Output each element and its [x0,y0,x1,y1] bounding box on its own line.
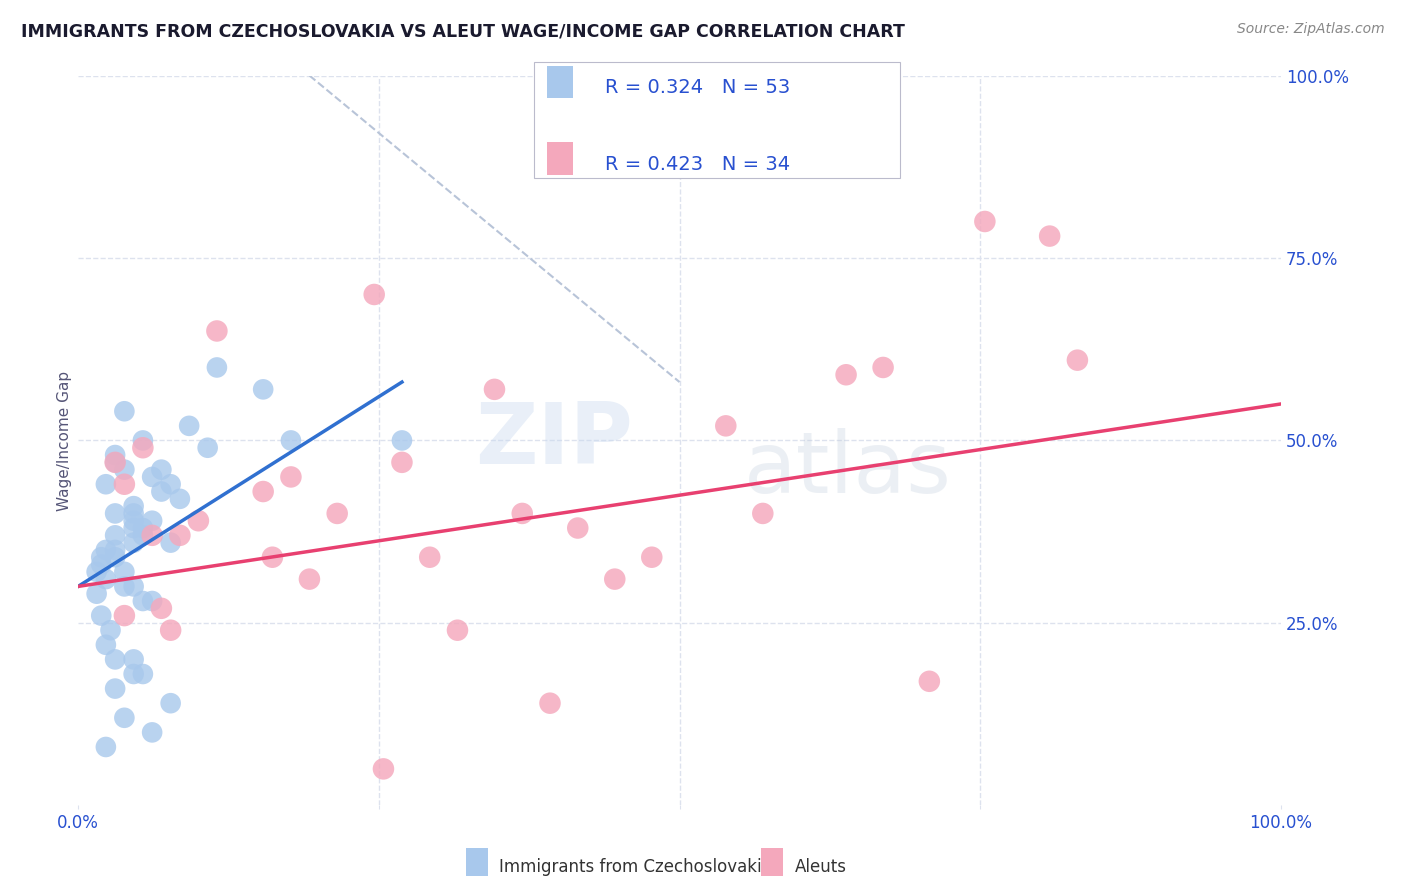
Point [86,587,108,601]
Point [187,514,209,528]
Point [326,507,349,521]
Point [122,667,145,681]
Point [391,455,413,469]
Point [918,674,941,689]
Point [94,477,117,491]
Point [159,535,181,549]
Point [150,463,173,477]
Point [104,455,127,469]
Text: IMMIGRANTS FROM CZECHOSLOVAKIA VS ALEUT WAGE/INCOME GAP CORRELATION CHART: IMMIGRANTS FROM CZECHOSLOVAKIA VS ALEUT … [21,22,905,40]
Point [872,360,894,375]
Point [538,696,561,710]
Point [104,455,127,469]
Point [150,484,173,499]
Point [122,579,145,593]
Point [122,521,145,535]
Point [141,725,163,739]
Point [159,696,181,710]
Point [141,528,163,542]
Point [112,565,135,579]
Point [86,565,108,579]
Point [104,448,127,462]
Point [112,579,135,593]
Point [169,491,191,506]
Point [94,543,117,558]
Point [104,550,127,565]
Point [104,507,127,521]
Point [112,463,135,477]
Point [363,287,385,301]
Point [122,652,145,666]
Point [252,382,274,396]
Point [94,572,117,586]
Point [132,594,155,608]
Point [90,550,112,565]
Point [169,528,191,542]
Text: Aleuts: Aleuts [794,858,846,876]
Point [132,667,155,681]
Point [112,711,135,725]
Point [141,514,163,528]
Point [205,360,228,375]
Point [112,404,135,418]
Point [603,572,626,586]
Point [104,528,127,542]
Point [752,507,775,521]
Point [122,535,145,549]
Point [179,418,201,433]
Point [132,441,155,455]
Point [159,624,181,638]
Point [835,368,858,382]
Point [298,572,321,586]
Point [973,214,995,228]
Point [641,550,664,565]
Text: R = 0.423   N = 34: R = 0.423 N = 34 [605,154,790,174]
Point [484,382,506,396]
Point [252,484,274,499]
Point [280,434,302,448]
Point [197,441,219,455]
Text: Immigrants from Czechoslovakia: Immigrants from Czechoslovakia [499,858,772,876]
Text: atlas: atlas [744,428,952,511]
Point [94,739,117,754]
Point [141,594,163,608]
Point [122,514,145,528]
Point [205,324,228,338]
Point [262,550,284,565]
Point [112,608,135,623]
Point [112,477,135,491]
Text: Source: ZipAtlas.com: Source: ZipAtlas.com [1237,22,1385,37]
Point [104,652,127,666]
Point [141,470,163,484]
Y-axis label: Wage/Income Gap: Wage/Income Gap [58,370,73,510]
Point [150,601,173,615]
Point [373,762,395,776]
Point [132,528,155,542]
Point [446,624,468,638]
Point [510,507,533,521]
Point [391,434,413,448]
Point [90,558,112,572]
Point [100,624,122,638]
Point [104,543,127,558]
Text: R = 0.324   N = 53: R = 0.324 N = 53 [605,78,790,97]
Point [419,550,441,565]
Point [122,507,145,521]
Point [104,681,127,696]
Point [132,434,155,448]
Point [159,477,181,491]
Point [132,521,155,535]
Text: ZIP: ZIP [475,399,633,482]
Point [122,499,145,513]
Point [714,418,737,433]
Point [1039,229,1062,244]
Point [94,638,117,652]
Point [90,608,112,623]
Point [1066,353,1088,368]
Point [567,521,589,535]
Point [280,470,302,484]
